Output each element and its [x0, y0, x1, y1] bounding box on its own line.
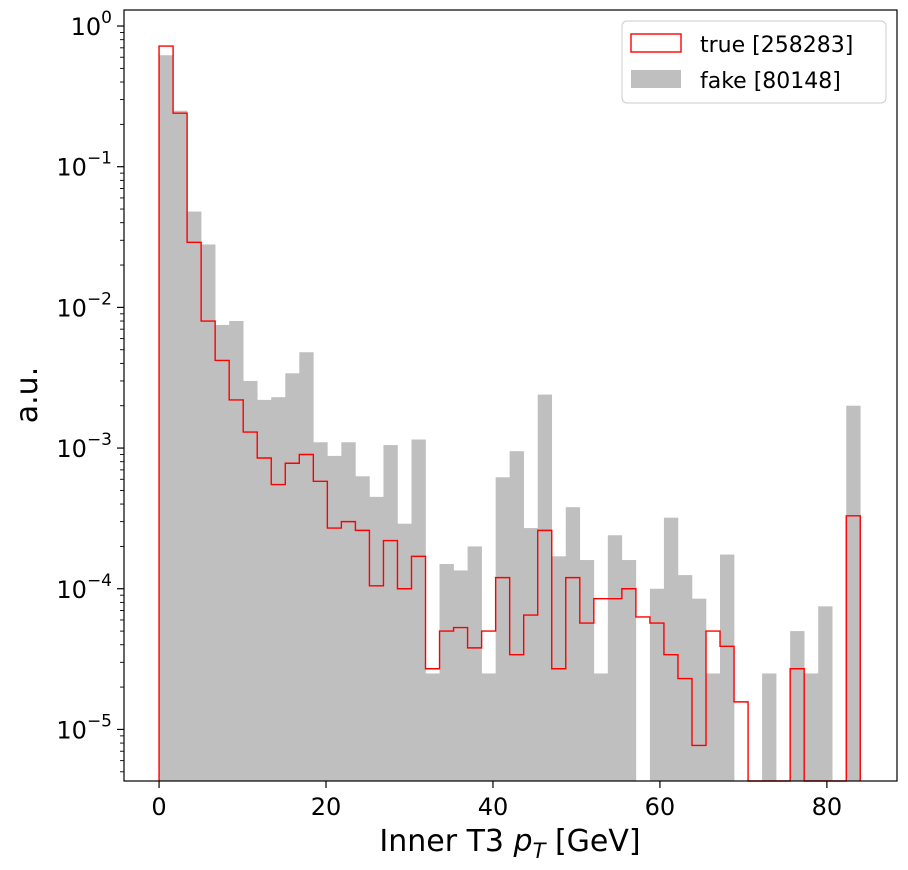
fake-bar: [790, 631, 805, 781]
fake-bar: [663, 517, 679, 781]
fake-bar: [299, 352, 314, 781]
fake-bar: [762, 673, 777, 781]
x-axis-title: Inner T3 pT [GeV]: [379, 824, 640, 863]
fake-bar: [537, 394, 553, 781]
fake-bar: [481, 673, 496, 781]
fake-bar: [523, 528, 539, 781]
fake-bar: [159, 55, 174, 782]
legend-fake-swatch: [631, 70, 681, 88]
y-tick-label: 100: [71, 8, 112, 41]
fake-bar: [355, 476, 370, 781]
y-tick-label: 10−2: [56, 289, 112, 322]
y-tick-label: 10−1: [56, 149, 112, 182]
fake-bar: [607, 535, 623, 781]
x-tick-label: 0: [151, 793, 166, 821]
fake-bar: [467, 546, 482, 781]
fake-bar: [818, 606, 833, 781]
fake-bar: [579, 560, 595, 781]
x-tick-label: 20: [311, 793, 342, 821]
legend-fake-label: fake [80148]: [700, 69, 841, 94]
fake-bar: [565, 507, 581, 781]
fake-bar: [243, 380, 258, 781]
fake-bar: [201, 244, 216, 782]
fake-bar: [187, 211, 202, 782]
x-axis-title-math: p: [513, 824, 533, 859]
fake-bar: [509, 451, 524, 781]
fake-bar: [720, 554, 735, 781]
fake-bar: [271, 397, 286, 781]
x-tick-label: 60: [645, 793, 676, 821]
fake-bar: [327, 455, 342, 781]
fake-bar: [425, 673, 440, 781]
x-tick-label: 80: [812, 793, 843, 821]
y-tick-label: 10−5: [56, 711, 112, 744]
plot-frame: [123, 9, 898, 782]
fake-bar: [215, 324, 230, 781]
fake-bar: [313, 442, 328, 781]
x-tick-label: 40: [478, 793, 509, 821]
fake-bar: [411, 439, 426, 781]
fake-bar: [846, 405, 861, 781]
legend-true-label: true [258283]: [700, 33, 853, 58]
y-tick-label: 10−3: [56, 430, 112, 463]
y-axis: 10−5 10−4 10−3 10−2 10−1 100: [56, 8, 124, 773]
y-tick-label: 10−4: [56, 571, 112, 604]
fake-bar: [173, 110, 188, 782]
x-axis: 0 20 40 60 80: [151, 781, 842, 821]
fake-bar: [341, 442, 356, 781]
fake-bar: [621, 560, 637, 781]
x-axis-title-sub: T: [533, 839, 548, 863]
legend-true-swatch: [630, 33, 682, 53]
fake-bar: [804, 673, 819, 781]
fake-bar: [706, 673, 721, 781]
fake-bar: [453, 570, 468, 781]
fake-bar: [439, 563, 454, 781]
fake-bar: [383, 445, 398, 781]
true-series-step: [158, 45, 861, 782]
x-axis-title-main: Inner T3: [379, 824, 513, 859]
fake-bar: [691, 598, 707, 781]
fake-bar: [649, 588, 665, 781]
y-axis-title: a.u.: [10, 367, 45, 423]
fake-bar: [495, 477, 510, 781]
fake-bar: [369, 496, 384, 781]
fake-series: [159, 55, 861, 782]
fake-bar: [397, 523, 412, 781]
x-axis-title-unit: [GeV]: [545, 824, 640, 859]
fake-bar: [257, 399, 272, 781]
fake-bar: [593, 673, 609, 781]
fake-bar: [229, 321, 244, 781]
legend: true [258283] fake [80148]: [621, 20, 887, 104]
fake-bar: [285, 373, 300, 781]
legend-box: [621, 20, 887, 104]
